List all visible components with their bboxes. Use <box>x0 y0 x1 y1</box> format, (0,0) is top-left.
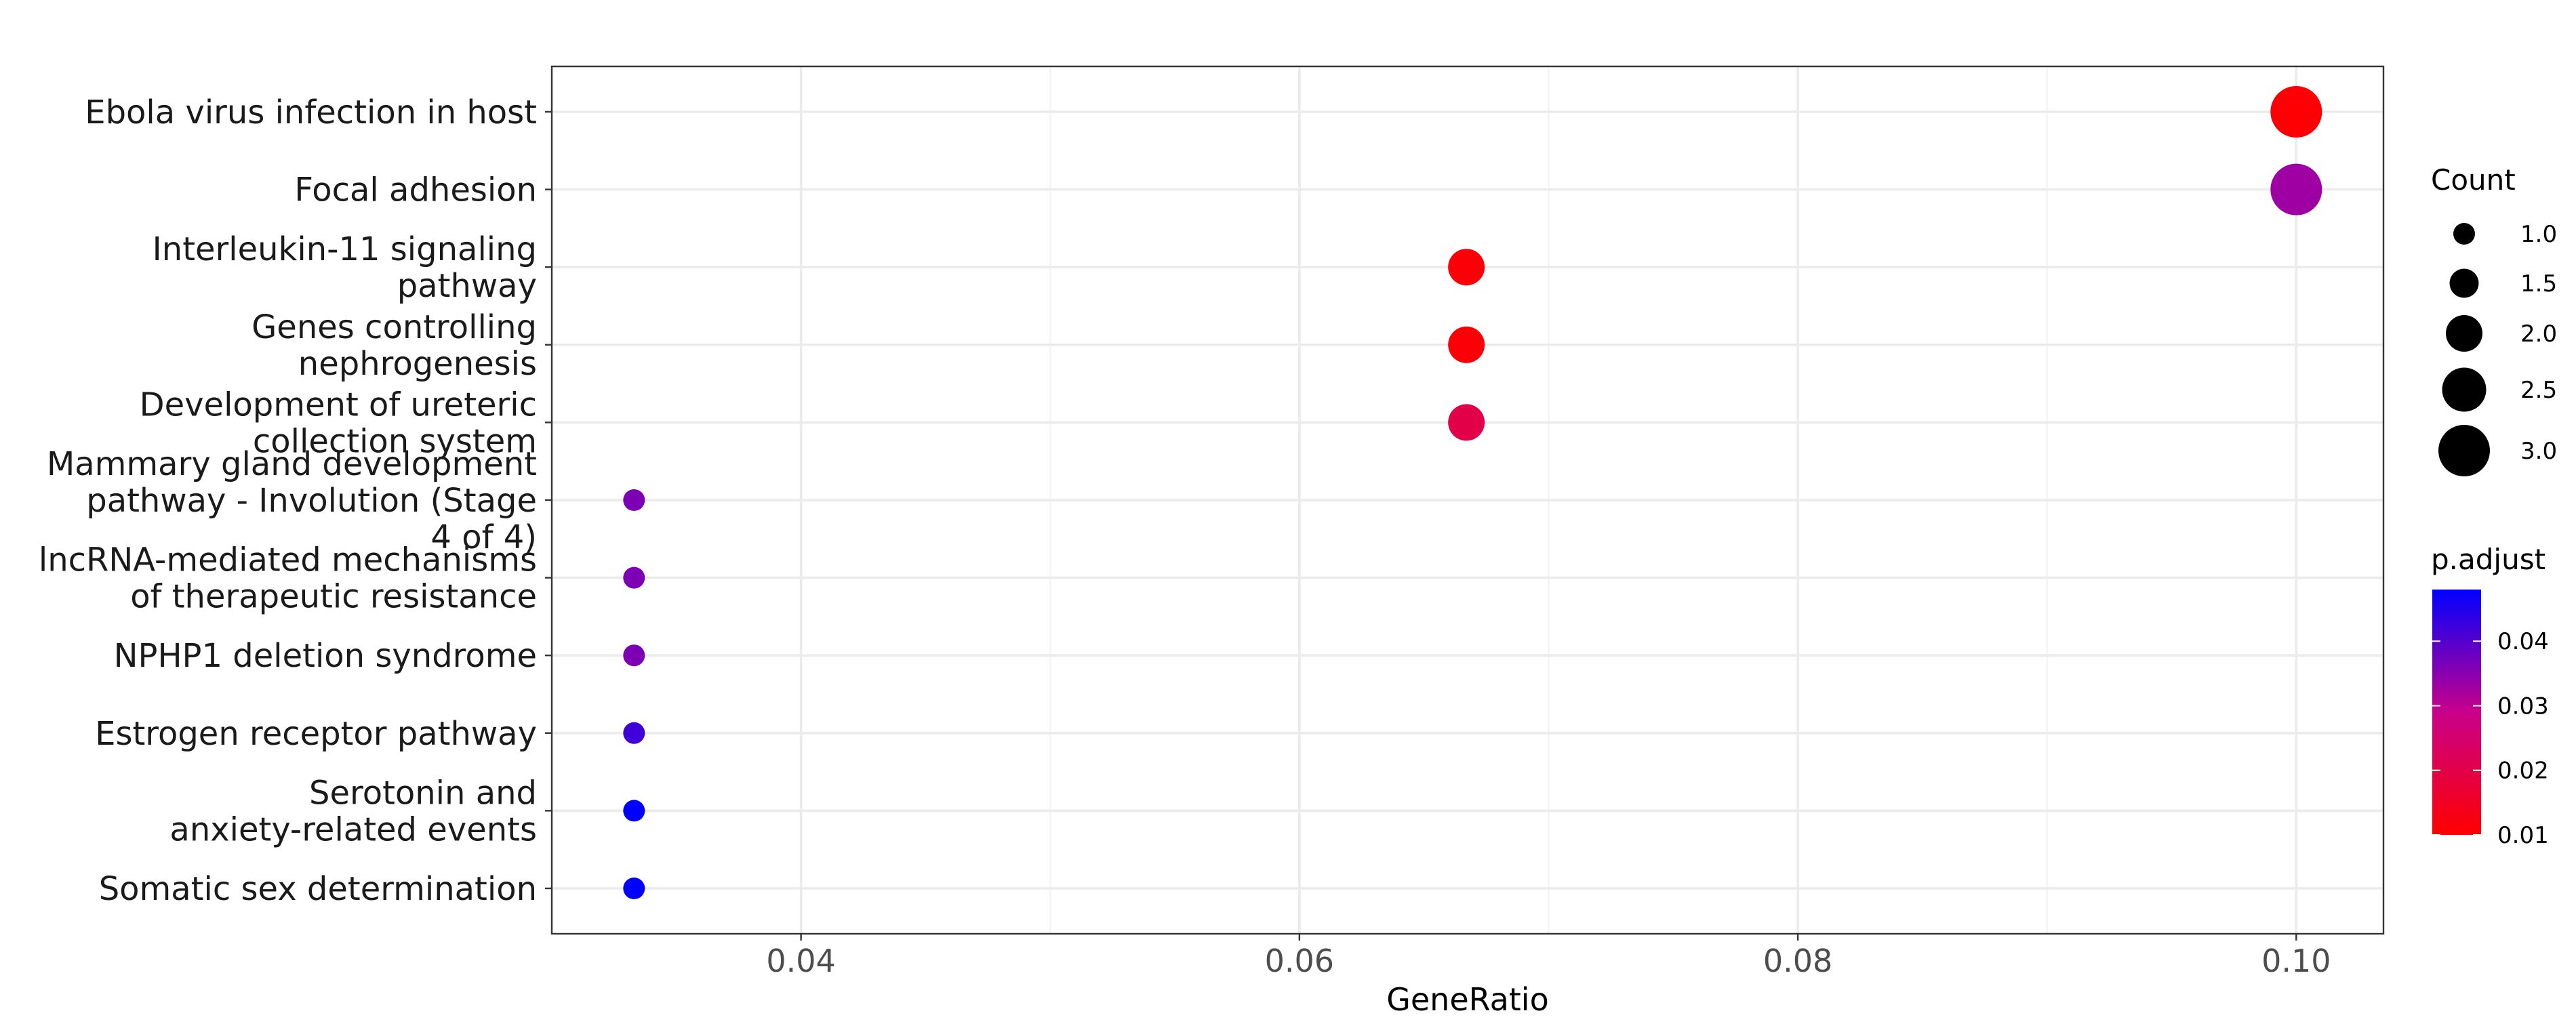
p-adjust-legend-label: 0.01 <box>2497 822 2549 849</box>
y-tick-label: lncRNA-mediated mechanisms <box>39 541 537 579</box>
count-legend: Count 1.0 1.5 2.0 2.5 3.0 <box>2431 163 2557 476</box>
count-legend-label: 2.0 <box>2520 321 2557 348</box>
p-adjust-colorbar <box>2432 590 2481 835</box>
count-legend-label: 1.0 <box>2520 221 2557 248</box>
p-adjust-legend: p.adjust 0.04 0.03 0.02 0.01 <box>2431 543 2549 849</box>
y-tick-label: Ebola virus infection in host <box>85 94 537 131</box>
y-tick-label: Somatic sex determination <box>99 870 537 908</box>
y-tick-label: Estrogen receptor pathway <box>95 715 537 753</box>
x-tick-label: 0.10 <box>2261 943 2331 979</box>
data-point <box>623 722 645 744</box>
y-tick-label: 4 of 4) <box>430 518 537 556</box>
count-legend-key <box>2449 268 2479 298</box>
count-legend-label: 3.0 <box>2520 438 2557 465</box>
data-point <box>623 566 645 589</box>
count-legend-label: 2.5 <box>2520 377 2557 404</box>
y-tick-label: anxiety-related events <box>169 810 537 848</box>
data-point <box>623 800 645 822</box>
p-adjust-legend-label: 0.03 <box>2497 693 2549 720</box>
count-legend-key <box>2438 425 2490 476</box>
data-point <box>2270 86 2322 138</box>
count-legend-title: Count <box>2431 163 2516 197</box>
data-point <box>1448 404 1485 441</box>
p-adjust-legend-title: p.adjust <box>2431 543 2545 576</box>
y-tick-label: collection system <box>253 422 537 460</box>
y-tick-label: pathway <box>397 267 537 305</box>
y-axis-ticks: Ebola virus infection in host Focal adhes… <box>39 94 552 908</box>
y-tick-label: Mammary gland development <box>47 445 537 483</box>
data-points <box>623 86 2322 899</box>
data-point <box>623 644 645 667</box>
data-point <box>2270 163 2322 215</box>
y-tick-label: Genes controlling <box>251 308 537 346</box>
p-adjust-legend-label: 0.02 <box>2497 758 2549 785</box>
count-legend-key <box>2442 367 2487 412</box>
count-legend-key <box>2453 223 2475 245</box>
p-adjust-legend-label: 0.04 <box>2497 628 2549 655</box>
x-tick-label: 0.08 <box>1763 943 1832 979</box>
data-point <box>1448 249 1485 286</box>
x-axis-ticks: 0.04 0.06 0.08 0.10 <box>766 934 2331 979</box>
y-tick-label: NPHP1 deletion syndrome <box>114 637 537 675</box>
x-tick-label: 0.06 <box>1265 943 1334 979</box>
y-tick-label: of therapeutic resistance <box>130 578 537 616</box>
y-tick-label: Development of ureteric <box>140 386 537 424</box>
x-axis-title: GeneRatio <box>1386 981 1549 1018</box>
y-tick-label: nephrogenesis <box>298 345 537 383</box>
y-tick-label: Focal adhesion <box>294 171 537 209</box>
count-legend-label: 1.5 <box>2520 270 2557 297</box>
y-tick-label: Interleukin-11 signaling <box>153 230 537 268</box>
data-point <box>623 878 645 899</box>
x-tick-label: 0.04 <box>766 943 835 979</box>
count-legend-key <box>2446 315 2482 352</box>
data-point <box>623 489 645 511</box>
data-point <box>1448 326 1485 363</box>
y-tick-label: pathway - Involution (Stage <box>86 482 537 520</box>
y-tick-label: Serotonin and <box>309 774 537 812</box>
